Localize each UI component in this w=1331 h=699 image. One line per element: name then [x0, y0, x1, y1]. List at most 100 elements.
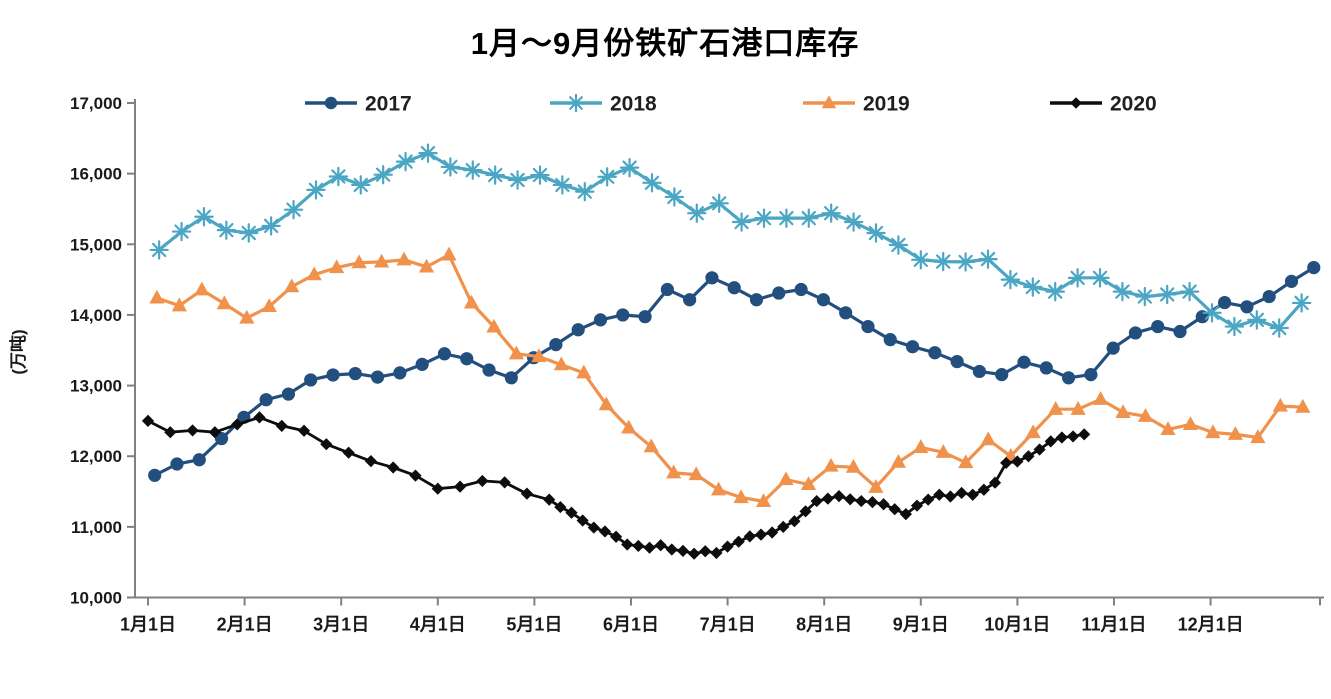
marker-circle: [1084, 368, 1098, 382]
marker-diamond: [453, 480, 467, 493]
marker-diamond: [799, 505, 812, 518]
marker-asterisk: [1048, 284, 1063, 299]
marker-asterisk: [241, 225, 256, 241]
marker-triangle: [351, 254, 367, 269]
marker-asterisk: [1070, 270, 1085, 286]
marker-circle: [1240, 300, 1254, 314]
marker-circle: [259, 393, 273, 407]
axes: 10,000 11,000 12,000 13,000 14,000 15,000 16,0…: [70, 94, 1324, 635]
legend-item-2017: 2017: [305, 93, 412, 116]
marker-triangle: [800, 476, 817, 491]
legend-label-2020: 2020: [1110, 93, 1157, 116]
legend-item-2019: 2019: [803, 93, 910, 116]
marker-circle: [1061, 371, 1076, 385]
marker-triangle: [1070, 401, 1086, 415]
marker-diamond: [1033, 443, 1046, 456]
marker-diamond: [777, 520, 790, 533]
marker-diamond: [688, 547, 701, 560]
marker-triangle: [868, 479, 884, 493]
marker-circle: [1017, 355, 1031, 369]
marker-diamond: [699, 545, 712, 558]
marker-asterisk: [644, 175, 660, 191]
marker-triangle: [284, 278, 300, 293]
marker-circle: [348, 366, 362, 381]
marker-diamond: [554, 500, 567, 514]
marker-diamond: [431, 482, 444, 495]
marker-circle: [1173, 324, 1187, 339]
marker-circle: [148, 468, 162, 482]
marker-circle: [437, 347, 452, 361]
marker-circle: [460, 352, 474, 366]
marker-diamond: [866, 496, 879, 509]
y-tick-label: 17,000: [70, 94, 122, 113]
marker-asterisk: [980, 251, 996, 267]
marker-diamond: [141, 414, 155, 427]
marker-triangle: [306, 266, 322, 281]
x-tick-label: 11月1日: [1081, 615, 1146, 635]
marker-circle: [593, 313, 608, 327]
marker-diamond: [922, 493, 935, 506]
marker-diamond: [1011, 455, 1024, 468]
marker-circle: [749, 293, 764, 307]
marker-asterisk: [913, 252, 928, 268]
marker-diamond: [933, 488, 946, 501]
marker-asterisk: [443, 159, 458, 175]
marker-asterisk: [487, 167, 503, 183]
marker-diamond: [1070, 97, 1082, 109]
marker-diamond: [632, 539, 645, 553]
marker-diamond: [598, 525, 612, 538]
marker-triangle: [531, 348, 547, 363]
marker-diamond: [498, 476, 511, 489]
marker-triangle: [1272, 397, 1288, 412]
marker-circle: [995, 368, 1009, 382]
marker-triangle: [463, 294, 480, 309]
marker-asterisk: [196, 209, 212, 224]
marker-circle: [192, 453, 206, 467]
marker-asterisk: [1182, 284, 1197, 299]
marker-circle: [281, 387, 296, 401]
marker-circle: [727, 281, 741, 295]
marker-diamond: [643, 541, 656, 554]
marker-diamond: [409, 469, 422, 482]
marker-circle: [1284, 274, 1299, 288]
marker-circle: [504, 371, 518, 385]
marker-circle: [705, 271, 719, 285]
marker-diamond: [665, 543, 678, 556]
marker-triangle: [845, 458, 862, 473]
marker-diamond: [877, 498, 890, 511]
marker-diamond: [832, 490, 846, 503]
marker-diamond: [1066, 430, 1080, 443]
marker-diamond: [164, 426, 177, 439]
marker-diamond: [654, 539, 667, 552]
marker-circle: [1106, 341, 1120, 355]
marker-circle: [214, 431, 229, 446]
marker-asterisk: [1092, 270, 1108, 286]
marker-triangle: [1160, 421, 1176, 435]
marker-circle: [972, 364, 987, 379]
marker-circle: [928, 346, 942, 360]
marker-asterisk: [1204, 305, 1220, 320]
marker-triangle: [553, 356, 569, 371]
x-tick-label: 1月1日: [120, 615, 176, 635]
marker-circle: [794, 282, 808, 297]
marker-triangle: [958, 454, 974, 469]
legend-item-2018: 2018: [550, 93, 657, 116]
series-2020: [141, 411, 1091, 560]
marker-asterisk: [1115, 284, 1130, 299]
marker-triangle: [194, 281, 210, 296]
marker-diamond: [1000, 456, 1013, 470]
marker-circle: [1128, 326, 1143, 340]
marker-circle: [482, 363, 496, 377]
marker-diamond: [754, 528, 768, 541]
marker-asterisk: [1227, 319, 1242, 334]
marker-triangle: [1137, 408, 1154, 422]
marker-diamond: [810, 494, 823, 508]
marker-asterisk: [958, 254, 973, 270]
marker-diamond: [855, 494, 868, 508]
marker-diamond: [320, 438, 333, 451]
marker-diamond: [966, 488, 979, 501]
marker-triangle: [508, 345, 525, 360]
marker-asterisk: [779, 210, 794, 226]
series-lines: [141, 143, 1321, 560]
marker-asterisk: [891, 237, 906, 253]
